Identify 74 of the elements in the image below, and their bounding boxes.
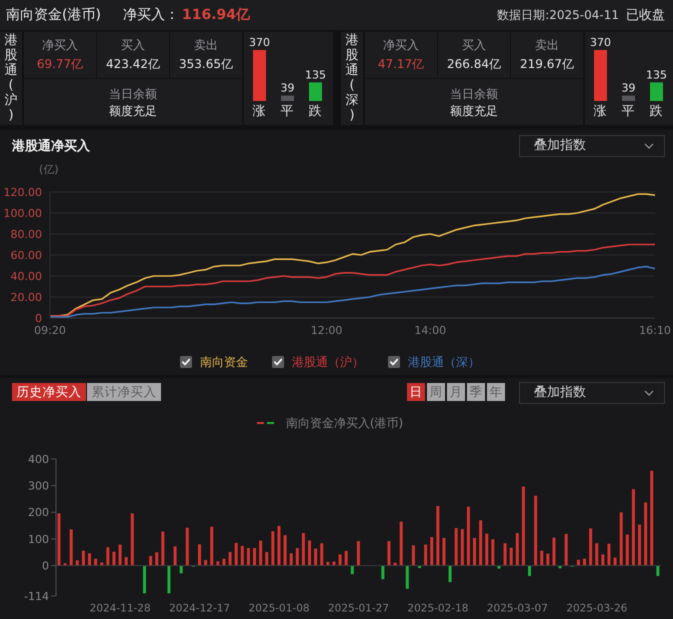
text: 已收盘: [626, 8, 665, 23]
text: 季: [470, 384, 482, 399]
y-tick-label: 40.00: [10, 270, 42, 283]
data-label: 39: [622, 82, 636, 95]
data-label: 135: [305, 68, 326, 82]
text: 净买入: [383, 38, 419, 52]
text: 叠加指数: [534, 385, 586, 400]
data-label: 39: [280, 82, 294, 95]
x-tick-label: 平: [622, 104, 634, 120]
text: 卖出: [535, 38, 559, 52]
x-tick-label: 14:00: [414, 324, 446, 337]
text: 南向资金(港币): [6, 7, 101, 23]
text: 港股通(沪): [4, 33, 18, 123]
x-tick-label: 2024-12-17: [169, 602, 230, 614]
y-tick-label: 60.00: [10, 248, 42, 262]
text: 买入: [462, 38, 486, 52]
chart-title: 港股通净买入: [12, 139, 90, 154]
y-tick-label: 200: [28, 506, 49, 520]
x-tick-label: 2025-02-18: [407, 602, 468, 614]
y-tick-label: 100: [28, 532, 49, 546]
x-tick-label: 2025-01-27: [328, 602, 390, 614]
x-tick-label: 涨: [594, 104, 606, 120]
text: 当日余额: [450, 87, 498, 101]
y-axis-title: (亿): [39, 163, 59, 176]
data-label: 135: [646, 68, 667, 82]
x-tick-label: 12:00: [310, 324, 342, 337]
text: 卖出: [194, 38, 218, 52]
text: 数据日期:2025-04-11: [497, 8, 619, 22]
x-tick-label: 2025-03-26: [566, 602, 628, 614]
x-tick-label: 2025-01-08: [248, 602, 310, 614]
x-tick-label: 2025-03-07: [486, 602, 548, 614]
x-tick-label: 2024-11-28: [90, 602, 151, 614]
text: 南向资金: [200, 355, 248, 369]
text: 219.67亿: [520, 57, 574, 71]
y-tick-label: 20.00: [10, 290, 42, 304]
y-tick-label: -114: [24, 590, 49, 603]
text: 年: [490, 384, 502, 399]
text: 周: [430, 384, 442, 399]
x-tick-label: 跌: [650, 104, 662, 120]
text: 353.65亿: [179, 57, 233, 71]
text: 当日余额: [109, 87, 157, 101]
y-tick-label: 0: [42, 560, 49, 573]
text: 净买入：: [123, 7, 179, 23]
text: 叠加指数: [534, 138, 586, 153]
text: 423.42亿: [106, 57, 160, 71]
text: 266.84亿: [447, 57, 501, 71]
text: 历史净买入: [16, 384, 82, 399]
text: 月: [450, 384, 462, 399]
x-tick-label: 跌: [308, 104, 322, 120]
text: 日: [410, 384, 422, 399]
y-tick-label: 120.00: [4, 186, 42, 199]
text: 港股通(深): [346, 33, 358, 123]
data-label: 370: [249, 36, 270, 49]
text: 47.17亿: [378, 57, 424, 71]
y-tick-label: 300: [28, 480, 49, 493]
legend-label: 南向资金净买入(港币): [286, 416, 404, 430]
y-tick-label: 80.00: [10, 228, 42, 241]
text: 买入: [121, 38, 145, 52]
text: 额度充足: [450, 104, 498, 118]
text: 69.77亿: [36, 57, 84, 71]
x-tick-label: 16:10: [639, 324, 671, 337]
x-tick-label: 平: [280, 104, 294, 120]
y-tick-label: 100.00: [4, 206, 42, 220]
x-tick-label: 涨: [252, 104, 266, 120]
y-tick-label: 0: [35, 312, 42, 325]
text: 额度充足: [109, 104, 157, 118]
text: 116.94亿: [182, 7, 250, 23]
text: 累计净买入: [92, 384, 156, 399]
x-tick-label: 09:20: [34, 324, 66, 337]
text: 港股通（深）: [408, 355, 480, 369]
text: 港股通（沪）: [292, 355, 364, 369]
data-label: 370: [590, 36, 611, 49]
text: 净买入: [42, 38, 78, 52]
y-tick-label: 400: [28, 452, 49, 466]
